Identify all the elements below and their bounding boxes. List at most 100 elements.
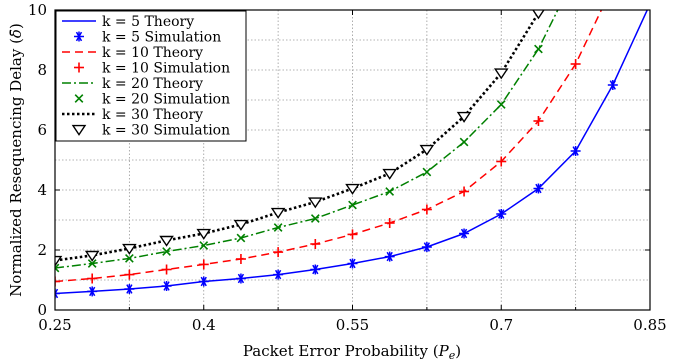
sim-point-k20	[125, 254, 134, 263]
series-markers	[55, 0, 655, 299]
y-tick-label: 8	[37, 61, 47, 79]
x-axis-label: Packet Error Probability (Pe)	[243, 342, 461, 362]
marker-stroke	[273, 223, 283, 232]
x-axis-label-text: Packet Error Probability (	[243, 342, 439, 360]
series-line-k20	[55, 10, 559, 269]
marker-stroke	[308, 197, 323, 209]
marker-stroke	[233, 219, 249, 231]
marker-stroke	[87, 259, 97, 268]
sim-point-k10	[235, 254, 246, 264]
x-axis-label-symbol: P	[438, 342, 450, 360]
sim-point-k5	[347, 258, 358, 269]
sim-point-k20	[55, 263, 60, 273]
sim-point-k20	[273, 223, 283, 232]
sim-point-k30	[493, 68, 509, 80]
sim-point-k20	[385, 187, 395, 196]
sim-point-k10	[384, 218, 395, 228]
y-axis-label-close: )	[7, 23, 25, 29]
legend-marker-k5	[74, 31, 84, 42]
sim-point-k30	[419, 144, 435, 156]
sim-point-k20	[496, 100, 506, 109]
marker-stroke	[648, 0, 653, 8]
sim-point-k5	[645, 0, 655, 9]
legend-marker-k30	[71, 124, 87, 136]
marker-stroke	[648, 0, 653, 8]
sim-point-k10	[347, 229, 358, 240]
x-tick-label: 0.7	[489, 316, 513, 334]
y-tick-label: 10	[28, 1, 47, 19]
x-axis-label-subscript: e	[449, 349, 456, 362]
marker-stroke	[196, 228, 212, 240]
marker-stroke	[456, 111, 472, 123]
marker-stroke	[199, 241, 209, 250]
sim-point-k30	[55, 255, 63, 267]
marker-stroke	[55, 291, 59, 299]
sim-point-k20	[422, 167, 432, 177]
marker-stroke	[55, 288, 59, 296]
sim-point-k20	[199, 241, 209, 250]
sim-point-k5	[310, 264, 321, 275]
legend-box	[55, 10, 247, 142]
sim-point-k20	[534, 44, 543, 54]
sim-point-k10	[124, 269, 135, 280]
sim-point-k30	[532, 10, 545, 20]
x-tick-label: 0.4	[192, 316, 216, 334]
sim-point-k30	[196, 228, 212, 240]
sim-point-k10	[459, 186, 470, 197]
sim-point-k5	[607, 80, 618, 90]
marker-stroke	[345, 183, 360, 195]
sim-point-k5	[273, 269, 284, 280]
legend-entry-label: k = 30 Simulation	[102, 123, 230, 139]
marker-stroke	[55, 255, 63, 267]
marker-stroke	[382, 168, 397, 180]
marker-stroke	[162, 247, 171, 256]
legend-entry-label: k = 5 Theory	[102, 14, 194, 30]
sim-point-k10	[310, 239, 321, 249]
sim-point-k5	[570, 146, 581, 156]
sim-point-k10	[273, 247, 284, 258]
x-tick-label: 0.85	[633, 316, 666, 334]
sim-point-k30	[382, 168, 397, 180]
sim-point-k5	[235, 273, 246, 284]
x-axis-label-close: )	[455, 342, 461, 360]
sim-point-k10	[533, 116, 544, 126]
sim-point-k10	[198, 259, 209, 270]
sim-point-k5	[161, 281, 172, 291]
sim-point-k10	[570, 59, 581, 69]
sim-point-k5	[124, 284, 135, 294]
legend-marker-k20	[74, 94, 84, 103]
sim-point-k5	[198, 276, 209, 287]
x-tick-label: 0.25	[38, 316, 71, 334]
sim-point-k30	[270, 207, 286, 219]
marker-stroke	[84, 250, 100, 262]
legend-marker-k10	[74, 62, 84, 73]
sim-point-k30	[122, 243, 137, 255]
marker-stroke	[270, 207, 286, 219]
y-tick-label: 0	[37, 301, 47, 319]
sim-point-k10	[55, 276, 60, 287]
y-axis-label-symbol: δ̄	[7, 29, 25, 38]
sim-point-k10	[87, 273, 98, 284]
marker-stroke	[496, 100, 506, 109]
y-axis-label: Normalized Resequencing Delay (δ̄)	[7, 23, 25, 297]
sim-point-k5	[496, 209, 507, 219]
marker-stroke	[74, 94, 84, 103]
legend-entry-label: k = 20 Simulation	[102, 92, 230, 108]
sim-point-k10	[421, 204, 432, 215]
sim-point-k10	[496, 156, 507, 167]
legend-entry-label: k = 10 Theory	[102, 45, 203, 61]
legend-entry-label: k = 5 Simulation	[102, 30, 221, 46]
marker-stroke	[459, 137, 469, 147]
legend-entry-label: k = 10 Simulation	[102, 61, 230, 77]
marker-stroke	[55, 266, 60, 273]
sim-point-k5	[87, 286, 98, 297]
marker-stroke	[55, 263, 60, 270]
sim-point-k30	[84, 250, 100, 262]
sim-point-k30	[159, 235, 174, 247]
marker-stroke	[125, 254, 134, 263]
sim-point-k30	[345, 183, 360, 195]
marker-stroke	[236, 233, 246, 243]
sim-point-k30	[233, 219, 249, 231]
legend-entry-label: k = 20 Theory	[102, 76, 203, 92]
